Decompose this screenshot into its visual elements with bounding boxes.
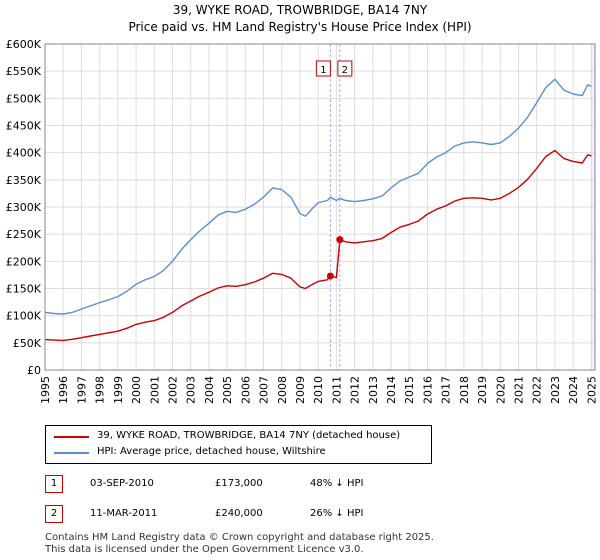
y-tick-label: £450K [6, 120, 42, 133]
y-tick-label: £350K [6, 174, 42, 187]
x-tick-label: 2023 [549, 376, 562, 404]
y-tick-label: £50K [13, 337, 42, 350]
x-tick-label: 2005 [221, 376, 234, 404]
sale-point [336, 236, 344, 244]
sale-marker-badge: 1 [45, 475, 63, 493]
x-tick-label: 2014 [385, 376, 398, 404]
x-tick-label: 2015 [403, 376, 416, 404]
sale-marker-box [315, 60, 331, 77]
legend-label-property: 39, WYKE ROAD, TROWBRIDGE, BA14 7NY (det… [97, 430, 401, 441]
sale-point [326, 272, 334, 280]
x-tick-label: 1998 [94, 376, 107, 404]
x-tick-label: 1997 [75, 376, 88, 404]
y-tick-label: £500K [6, 92, 42, 105]
footer-copyright: Contains HM Land Registry data © Crown c… [45, 532, 434, 543]
x-tick-label: 2009 [294, 376, 307, 404]
x-tick-label: 2011 [330, 376, 343, 404]
x-tick-label: 2012 [349, 376, 362, 404]
x-tick-label: 2020 [494, 376, 507, 404]
x-tick-label: 2025 [585, 376, 598, 404]
y-tick-label: £550K [6, 65, 42, 78]
property-line-swatch [54, 436, 89, 438]
sale-row: 2 11-MAR-2011 £240,000 26% ↓ HPI [45, 505, 565, 527]
y-tick-label: £150K [6, 283, 42, 296]
y-tick-label: £100K [6, 310, 42, 323]
x-tick-label: 2019 [476, 376, 489, 404]
hpi-line-swatch [54, 452, 89, 454]
sale-marker-number: 2 [342, 65, 348, 76]
sale-hpi-diff: 26% ↓ HPI [310, 508, 364, 519]
y-tick-label: £300K [6, 201, 42, 214]
x-tick-label: 1999 [112, 376, 125, 404]
footer-licence: This data is licensed under the Open Gov… [45, 544, 364, 555]
y-tick-label: £600K [6, 38, 42, 51]
x-tick-label: 2002 [166, 376, 179, 404]
price-chart: £0 £50K £100K £150K £200K £250K £300K £350K £400… [6, 38, 599, 404]
x-tick-label: 1995 [39, 376, 52, 404]
chart-subtitle: Price paid vs. HM Land Registry's House … [128, 20, 472, 34]
sale-row: 1 03-SEP-2010 £173,000 48% ↓ HPI [45, 475, 565, 497]
x-tick-label: 2004 [203, 376, 216, 404]
sale-price: £240,000 [215, 508, 263, 519]
y-tick-label: £400K [6, 147, 42, 160]
x-tick-label: 2007 [258, 376, 271, 404]
sale-price: £173,000 [215, 478, 263, 489]
chart-title: 39, WYKE ROAD, TROWBRIDGE, BA14 7NY [172, 3, 428, 17]
x-tick-label: 2000 [130, 376, 143, 404]
x-tick-label: 2013 [367, 376, 380, 404]
sale-marker-number: 1 [320, 65, 326, 76]
x-tick-label: 2022 [531, 376, 544, 404]
x-tick-label: 2003 [185, 376, 198, 404]
sale-marker-box [337, 60, 353, 77]
sale-marker-badge: 2 [45, 505, 63, 523]
y-tick-label: £200K [6, 255, 42, 268]
x-tick-label: 2008 [276, 376, 289, 404]
property-series-line [44, 149, 592, 342]
hpi-series-line [44, 78, 592, 315]
x-tick-label: 2021 [513, 376, 526, 404]
x-tick-label: 2001 [148, 376, 161, 404]
x-tick-label: 2024 [567, 376, 580, 404]
y-tick-label: £0 [27, 364, 41, 377]
legend-label-hpi: HPI: Average price, detached house, Wilt… [97, 446, 326, 457]
y-tick-label: £250K [6, 228, 42, 241]
plot-frame [44, 43, 596, 371]
x-tick-label: 2010 [312, 376, 325, 404]
x-tick-label: 2016 [421, 376, 434, 404]
x-tick-label: 1996 [57, 376, 70, 404]
x-tick-label: 2006 [239, 376, 252, 404]
sale-hpi-diff: 48% ↓ HPI [310, 478, 364, 489]
x-tick-label: 2018 [458, 376, 471, 404]
sale-date: 11-MAR-2011 [90, 508, 158, 519]
sale-date: 03-SEP-2010 [90, 478, 154, 489]
x-tick-label: 2017 [440, 376, 453, 404]
chart-legend: 39, WYKE ROAD, TROWBRIDGE, BA14 7NY (det… [45, 425, 432, 464]
